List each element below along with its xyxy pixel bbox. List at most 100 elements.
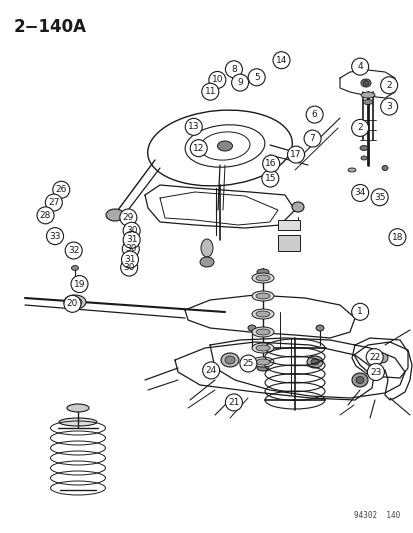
Text: 14: 14 [275,56,287,64]
Text: 35: 35 [373,193,385,201]
Ellipse shape [217,141,232,151]
Circle shape [185,118,202,135]
Text: 3: 3 [385,102,391,111]
Ellipse shape [255,293,269,299]
Ellipse shape [360,79,370,87]
Text: 4: 4 [356,62,362,71]
Circle shape [272,52,290,69]
Circle shape [71,276,88,293]
Text: 28: 28 [40,211,51,220]
Circle shape [122,240,139,257]
Text: 30: 30 [123,263,135,272]
Ellipse shape [255,311,269,317]
Ellipse shape [64,295,86,309]
Text: 21: 21 [228,398,239,407]
Text: 16: 16 [265,159,276,168]
Ellipse shape [381,166,387,171]
Ellipse shape [375,353,387,363]
Text: 23: 23 [369,368,381,376]
Text: 24: 24 [205,366,216,375]
Circle shape [202,362,219,379]
Text: 18: 18 [391,233,402,241]
Ellipse shape [355,376,363,384]
Text: 19: 19 [74,280,85,288]
Text: 94302  140: 94302 140 [353,511,399,520]
Circle shape [46,228,64,245]
Circle shape [119,209,137,226]
Ellipse shape [106,209,124,221]
Circle shape [37,207,54,224]
Circle shape [121,251,138,268]
Circle shape [45,194,62,211]
Circle shape [365,349,382,366]
Ellipse shape [247,325,255,331]
Ellipse shape [224,356,235,364]
Ellipse shape [252,327,273,337]
Text: 30: 30 [126,227,137,235]
Ellipse shape [59,418,97,426]
Circle shape [225,394,242,411]
Text: 26: 26 [55,185,67,194]
Ellipse shape [347,168,355,172]
Text: 22: 22 [368,353,380,361]
Ellipse shape [291,202,303,212]
Ellipse shape [71,265,78,271]
Ellipse shape [252,309,273,319]
Circle shape [201,83,218,100]
Circle shape [351,58,368,75]
Text: 2−140A: 2−140A [14,18,87,36]
Circle shape [120,259,138,276]
Ellipse shape [362,100,372,104]
Text: 31: 31 [124,255,135,264]
Circle shape [305,106,323,123]
Text: 10: 10 [211,76,223,84]
Ellipse shape [360,156,366,160]
Bar [277,220,299,230]
Ellipse shape [360,92,374,98]
Ellipse shape [255,345,269,351]
Text: 31: 31 [126,236,137,244]
Circle shape [65,242,82,259]
Circle shape [247,69,265,86]
Text: 2: 2 [385,81,391,90]
Text: 29: 29 [122,213,134,222]
Text: 12: 12 [192,144,204,152]
Circle shape [190,140,207,157]
Circle shape [303,130,320,147]
Circle shape [366,364,384,381]
Ellipse shape [252,357,273,367]
Circle shape [351,303,368,320]
Circle shape [287,146,304,163]
Ellipse shape [221,353,238,367]
Circle shape [388,229,405,246]
Text: 9: 9 [237,78,242,87]
Text: 34: 34 [354,189,365,197]
Ellipse shape [351,373,367,387]
Ellipse shape [252,343,273,353]
Ellipse shape [359,146,367,150]
Ellipse shape [310,359,318,365]
Ellipse shape [362,80,368,85]
Circle shape [123,231,140,248]
Ellipse shape [199,257,214,267]
Circle shape [225,61,242,78]
Ellipse shape [306,356,322,368]
Text: 32: 32 [68,246,79,255]
Text: 17: 17 [290,150,301,159]
Circle shape [380,98,397,115]
Ellipse shape [315,325,323,331]
Text: 8: 8 [230,65,236,74]
Text: 33: 33 [49,232,61,240]
Circle shape [231,74,248,91]
Text: 11: 11 [204,87,216,96]
Circle shape [208,71,225,88]
Ellipse shape [256,269,268,275]
Circle shape [261,170,278,187]
Circle shape [262,155,279,172]
Ellipse shape [255,359,269,365]
Text: 30: 30 [125,245,136,253]
Ellipse shape [252,273,273,283]
Text: 1: 1 [356,308,362,316]
Text: 2: 2 [356,124,362,132]
Circle shape [239,355,256,372]
